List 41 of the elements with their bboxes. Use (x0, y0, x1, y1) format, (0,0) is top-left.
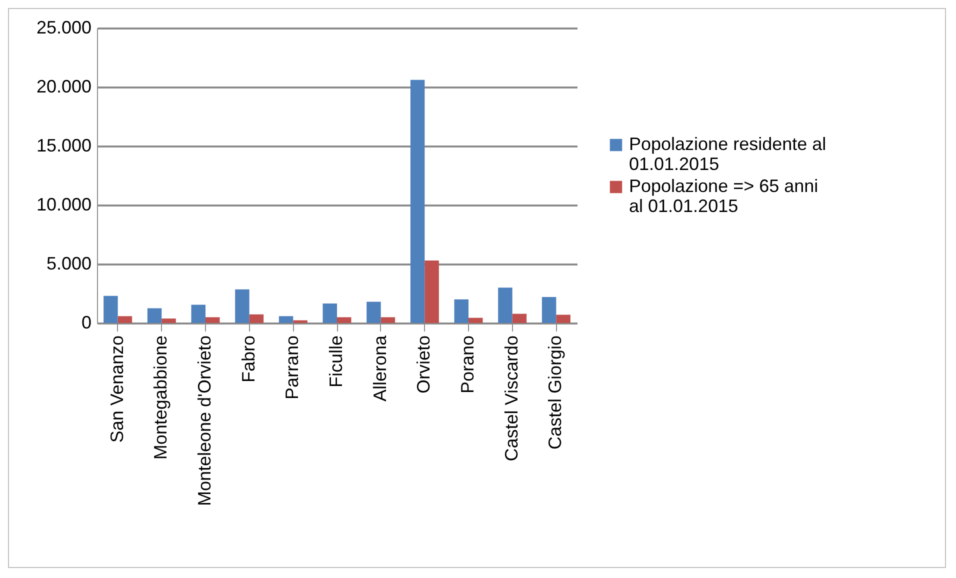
bar (249, 314, 264, 323)
x-tick-label: Castel Viscardo (501, 336, 522, 462)
bar (337, 317, 352, 323)
y-tick-label: 15.000 (36, 136, 92, 156)
bar (235, 289, 250, 323)
bar (191, 304, 206, 323)
y-tick-label: 5.000 (46, 254, 92, 274)
bar (542, 297, 556, 323)
bar (162, 318, 176, 323)
bar (118, 316, 132, 323)
bar (556, 314, 570, 323)
legend-label: Popolazione => 65 anni al 01.01.2015 (629, 176, 818, 216)
y-tick-label: 10.000 (36, 194, 92, 214)
legend-label: Popolazione residente al 01.01.2015 (629, 134, 826, 174)
y-tick-label: 0 (81, 312, 92, 332)
bar (512, 314, 527, 323)
x-tick-label: Fabro (238, 336, 258, 383)
bar (454, 299, 469, 323)
bar (322, 304, 337, 323)
x-tick-label: Allerona (370, 334, 390, 402)
x-tick-label: Montegabbione (150, 336, 171, 460)
x-tick-label: Monteleone d'Orvieto (194, 336, 214, 506)
x-tick-label: Porano (458, 336, 478, 394)
y-tick-label: 25.000 (36, 18, 92, 38)
bar (424, 260, 439, 323)
x-tick-label: Parrano (282, 336, 302, 400)
x-tick-label: Castel Giorgio (545, 336, 566, 450)
y-tick-label: 20.000 (36, 76, 92, 96)
x-tick-label: Ficulle (326, 336, 346, 388)
bar (380, 317, 396, 323)
bar (104, 296, 118, 323)
x-tick-label: Orvieto (414, 336, 434, 394)
bar (410, 80, 425, 323)
bar (498, 288, 512, 323)
bar (366, 302, 381, 323)
bar (293, 320, 308, 323)
x-tick-label: San Venanzo (106, 336, 127, 443)
bar (147, 308, 162, 323)
bar (278, 316, 294, 323)
bar (205, 317, 220, 323)
bar (468, 318, 483, 323)
